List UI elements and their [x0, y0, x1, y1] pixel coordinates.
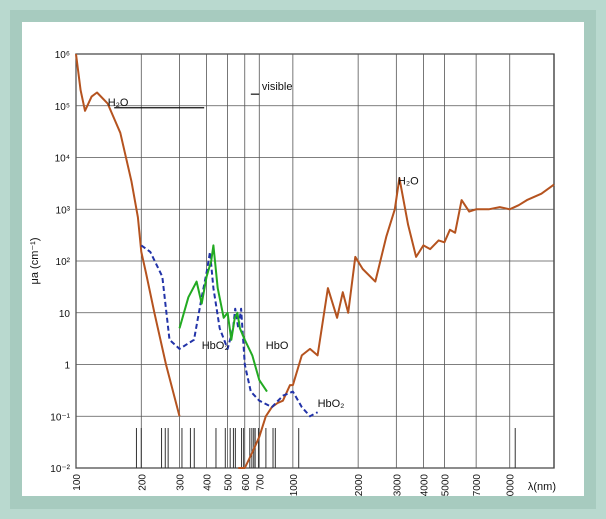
- x-tick-label: 700: [255, 474, 266, 491]
- y-tick-label: 10: [59, 309, 71, 320]
- x-tick-label: 5000: [440, 474, 451, 496]
- y-tick-label: 10⁴: [55, 154, 70, 165]
- y-tick-label: 10⁻¹: [50, 412, 70, 423]
- x-tick-label: 400: [203, 474, 214, 491]
- y-axis-label: μa (cm⁻¹): [29, 238, 41, 285]
- x-tick-label: 1000: [289, 474, 300, 496]
- x-tick-label: 10000: [506, 474, 517, 496]
- x-tick-label: 300: [175, 474, 186, 491]
- y-tick-label: 10⁶: [55, 50, 70, 61]
- x-tick-label: 7000: [472, 474, 483, 496]
- chart-panel: 10⁻² 10⁻¹ 1 10 10² 10³ 10⁴ 10⁵ 10⁶ 100 200 300 400 50…: [22, 22, 584, 502]
- x-tick-label: 3000: [392, 474, 403, 496]
- x-tick-label: 200: [137, 474, 148, 491]
- y-tick-label: 10⁻²: [50, 464, 70, 475]
- x-tick-label: 4000: [419, 474, 430, 496]
- y-tick-label: 10³: [56, 205, 71, 216]
- series-line-hbo2: [140, 244, 319, 418]
- series-line-water: [75, 53, 181, 417]
- y-tick-label: 1: [64, 361, 70, 372]
- series-line-water_red: [238, 177, 555, 469]
- annotation-label: HbO₂: [202, 340, 229, 352]
- annotation-label: visible: [262, 81, 293, 93]
- annotation-label: H₂O: [108, 97, 129, 109]
- x-axis-label: λ(nm): [528, 481, 556, 493]
- annotation-label: H₂O: [398, 176, 419, 188]
- annotation-label: HbO₂: [318, 398, 345, 410]
- x-tick-label: 500: [224, 474, 235, 491]
- y-tick-label: 10⁵: [55, 102, 70, 113]
- x-tick-label: 100: [72, 474, 83, 491]
- y-tick-label: 10²: [56, 257, 71, 268]
- series-line-hb: [178, 244, 268, 393]
- absorption-spectrum-chart: 10⁻² 10⁻¹ 1 10 10² 10³ 10⁴ 10⁵ 10⁶ 100 200 300 400 50…: [29, 50, 556, 502]
- annotation-label: HbO: [266, 340, 289, 352]
- x-tick-label: 2000: [354, 474, 365, 496]
- x-tick-label: 600: [241, 474, 252, 491]
